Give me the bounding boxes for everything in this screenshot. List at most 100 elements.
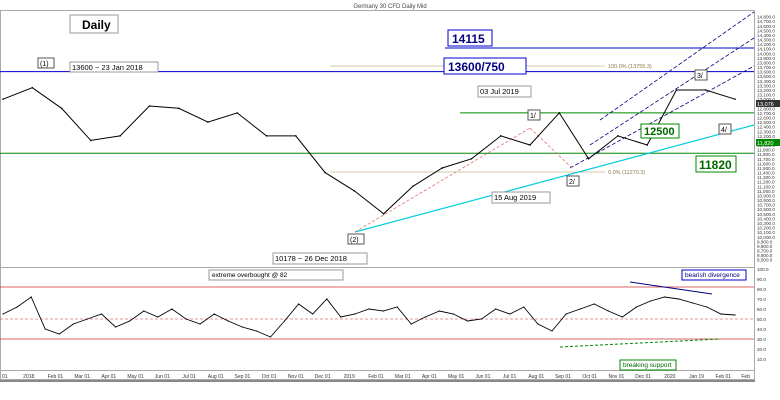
- panel-divider: [0, 380, 755, 382]
- price-point: [324, 171, 326, 174]
- rsi-point: [481, 318, 483, 320]
- y-tick-label: 10,400.0: [757, 216, 775, 221]
- rsi-point: [86, 318, 89, 320]
- y-tick-label: 13,000.0: [757, 97, 775, 102]
- y-tick-label: 11,000.0: [757, 189, 775, 194]
- rsi-point: [227, 320, 229, 322]
- price-point: [412, 185, 414, 188]
- rsi-point: [523, 306, 525, 308]
- y-tick-label: 10,300.0: [757, 221, 775, 226]
- level-tag-label: 11,820: [757, 141, 773, 147]
- y-tick-label: 10,800.0: [757, 198, 775, 203]
- rsi-point: [509, 313, 511, 315]
- price-point: [207, 121, 209, 123]
- rsi-point: [255, 330, 257, 332]
- y-tick-label: 11,400.0: [757, 171, 775, 176]
- rsi-point: [298, 303, 300, 305]
- rsi-point: [157, 316, 159, 318]
- wave-4-minor-box: [718, 123, 732, 135]
- rsi-point: [44, 328, 46, 330]
- y-tick-label: 13,900.0: [757, 56, 775, 61]
- price-y-axis: 9,500.09,600.09,700.09,800.09,900.010,00…: [757, 15, 775, 263]
- y-tick-label: 14,500.0: [757, 28, 775, 33]
- rsi-point: [340, 316, 342, 318]
- rsi-y-tick-label: 80.0: [757, 287, 766, 292]
- peak-date-label: 13600 ~ 23 Jan 2018: [72, 63, 143, 72]
- y-tick-label: 12,600.0: [757, 116, 775, 121]
- y-tick-label: 14,800.0: [757, 15, 775, 20]
- rsi-point: [16, 306, 18, 308]
- price-point: [236, 112, 239, 114]
- chart-title: Germany 30 CFD Daily Mid: [353, 4, 426, 10]
- price-points: [2, 86, 736, 215]
- rsi-point: [579, 308, 581, 310]
- y-tick-label: 11,900.0: [757, 148, 775, 153]
- rsi-panel: 10.0 20.0 30.0 40.0 50.0 60.0 70.0 80.0 90.0 100.…: [0, 267, 769, 371]
- annotations: Daily (1) 13600 ~ 23 Jan 2018 (2) 10178 …: [37, 14, 737, 265]
- price-point: [31, 86, 34, 89]
- y-tick-label: 10,000.0: [757, 235, 775, 240]
- x-tick-label: Apr 01: [101, 374, 116, 380]
- x-tick-label: Jul 01: [503, 374, 517, 380]
- y-tick-label: 11,500.0: [757, 166, 775, 171]
- price-point: [382, 213, 385, 215]
- rsi-point: [100, 313, 103, 315]
- y-tick-label: 11,100.0: [757, 184, 775, 189]
- rsi-y-axis: 10.0 20.0 30.0 40.0 50.0 60.0 70.0 80.0 90.0 100.…: [757, 267, 769, 362]
- aug-low-box: [491, 191, 551, 204]
- rsi-point: [551, 330, 553, 332]
- x-tick-label: May 01: [127, 374, 144, 380]
- price-point: [177, 107, 180, 110]
- level-14115-label: 14115: [452, 32, 485, 46]
- y-tick-label: 9,900.0: [757, 239, 773, 244]
- x-tick-label: May 01: [448, 374, 465, 380]
- peak-date-box: [69, 61, 159, 73]
- rsi-y-tick-label: 90.0: [757, 277, 766, 282]
- x-tick-label: Nov 01: [609, 374, 625, 380]
- price-point: [353, 190, 356, 192]
- x-tick-label: Jun 01: [155, 374, 170, 380]
- y-tick-label: 13,300.0: [757, 83, 775, 88]
- x-tick-label: Sep 01: [234, 374, 250, 380]
- y-tick-label: 11,700.0: [757, 157, 775, 162]
- price-point: [441, 167, 444, 169]
- x-tick-label: Jul 01: [182, 374, 196, 380]
- y-tick-label: 12,200.0: [757, 134, 775, 139]
- rsi-point: [72, 323, 74, 325]
- wave-2-label: (2): [350, 237, 359, 244]
- fib-100-label: 100.0% (13755.3): [608, 64, 652, 70]
- rsi-ob-note: extreme overbought @ 82: [212, 272, 288, 279]
- rsi-point: [269, 336, 272, 338]
- rsi-point: [143, 310, 145, 312]
- x-tick-label: 2018: [23, 374, 34, 380]
- x-tick-label: Feb 01: [368, 374, 384, 380]
- rsi-point: [734, 314, 736, 316]
- rsi-point: [664, 296, 666, 298]
- y-tick-label: 13,600.0: [757, 70, 775, 75]
- x-tick-label: Mar 01: [74, 374, 90, 380]
- rsi-y-tick-label: 20.0: [757, 347, 766, 352]
- aug-low-label: 15 Aug 2019: [494, 193, 536, 202]
- channel-upper-line: [599, 11, 755, 121]
- y-tick-label: 13,200.0: [757, 88, 775, 93]
- y-tick-label: 9,700.0: [757, 249, 773, 254]
- x-tick-label: Jun 01: [475, 374, 490, 380]
- y-tick-label: 14,100.0: [757, 47, 775, 52]
- rsi-point: [382, 310, 384, 312]
- y-tick-label: 13,500.0: [757, 74, 775, 79]
- rsi-ob-note-box: [208, 269, 344, 281]
- x-tick-label: Aug 01: [208, 374, 224, 380]
- x-tick-label: Dec 01: [635, 374, 651, 380]
- rsi-point: [326, 298, 328, 300]
- wave-1-label: (1): [40, 61, 49, 68]
- x-tick-label: Apr 01: [422, 374, 437, 380]
- level-14115-box: [447, 29, 493, 47]
- level-11820-label: 11820: [699, 158, 732, 172]
- rsi-point: [171, 308, 173, 310]
- x-tick-label: Feb 01: [715, 374, 731, 380]
- y-tick-label: 14,600.0: [757, 24, 775, 29]
- x-tick-label: Oct 01: [262, 374, 277, 380]
- wave-4-minor-label: 4/: [721, 127, 727, 134]
- dashed-trend-1: [354, 127, 531, 233]
- y-tick-label: 12,700.0: [757, 111, 775, 116]
